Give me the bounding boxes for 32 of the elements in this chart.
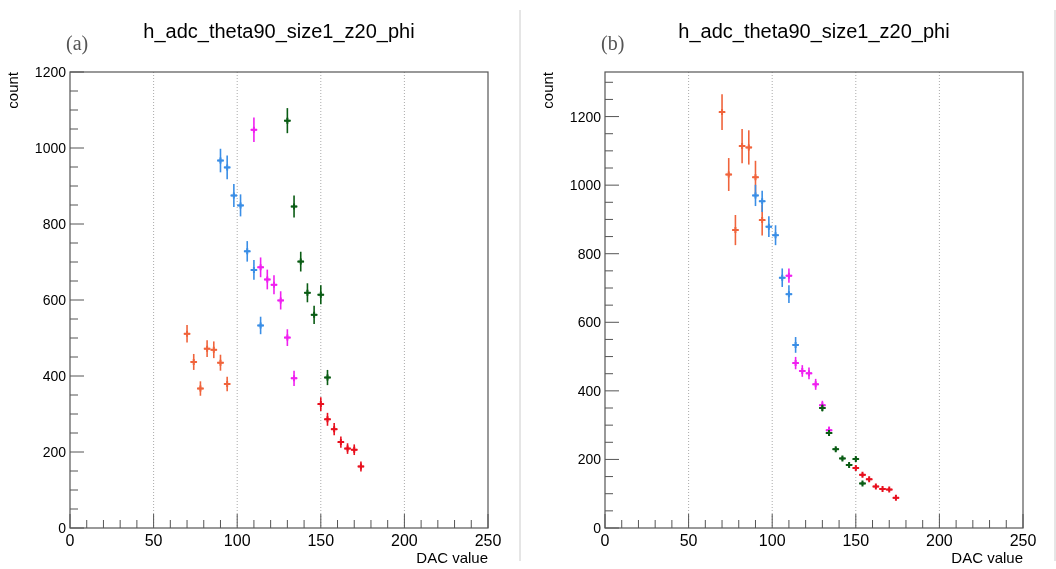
- x-tick-label: 50: [144, 532, 163, 549]
- x-tick-label: 50: [679, 532, 698, 549]
- y-tick-label: 1000: [569, 177, 602, 194]
- y-tick-label: 600: [42, 292, 67, 308]
- y-tick-label: 400: [42, 368, 67, 384]
- y-tick-label: 0: [58, 520, 67, 536]
- x-tick-label: 150: [307, 532, 335, 549]
- chart-title: h_adc_theta90_size1_z20_phi: [678, 20, 950, 43]
- y-tick-label: 600: [577, 314, 602, 331]
- text: (a): [66, 32, 89, 55]
- x-tick-label: 100: [758, 532, 786, 549]
- y-tick-label: 800: [577, 245, 602, 262]
- y-tick-label: 400: [577, 382, 602, 399]
- x-axis-title: DAC value: [416, 549, 488, 566]
- x-tick-label: 250: [474, 532, 502, 549]
- x-tick-label: 200: [926, 532, 953, 549]
- x-tick-label: 200: [391, 532, 418, 549]
- text: (b): [601, 32, 625, 55]
- y-tick-label: 0: [593, 520, 602, 536]
- x-axis-title: DAC value: [951, 549, 1023, 566]
- y-tick-label: 1200: [569, 108, 602, 125]
- y-tick-label: 1000: [34, 140, 67, 156]
- y-axis-title: count: [539, 71, 556, 109]
- x-tick-label: 250: [1009, 532, 1037, 549]
- y-tick-label: 800: [42, 216, 67, 232]
- y-tick-label: 200: [42, 444, 67, 460]
- y-tick-label: 200: [577, 451, 602, 468]
- x-tick-label: 100: [223, 532, 251, 549]
- y-axis-title: count: [4, 71, 21, 109]
- chart-title: h_adc_theta90_size1_z20_phi: [143, 20, 415, 43]
- y-tick-label: 1200: [34, 64, 67, 80]
- x-tick-label: 150: [842, 532, 870, 549]
